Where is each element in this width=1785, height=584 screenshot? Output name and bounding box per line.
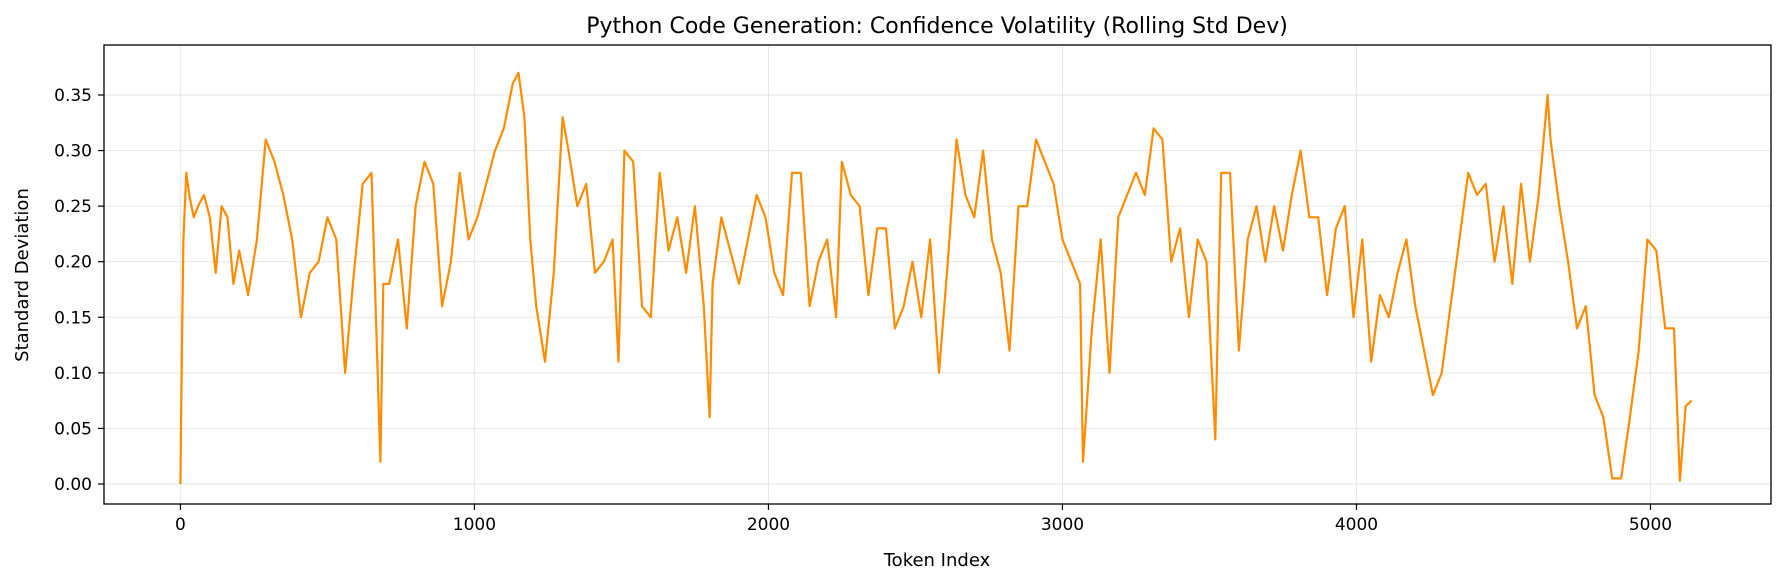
y-tick-label: 0.35: [54, 86, 92, 106]
x-axis-label: Token Index: [883, 550, 991, 571]
y-tick-label: 0.05: [54, 419, 92, 439]
y-tick-label: 0.20: [54, 253, 92, 273]
y-tick-label: 0.30: [54, 142, 92, 162]
series-line-0: [179, 71, 1693, 485]
x-tick-label: 5000: [1629, 515, 1672, 535]
y-tick-label: 0.10: [54, 364, 92, 384]
plot-area-frame: [103, 44, 1772, 505]
y-tick-label: 0.15: [54, 308, 92, 328]
x-tick-label: 0: [175, 515, 186, 535]
x-tick-label: 4000: [1335, 515, 1378, 535]
series-layer: [179, 71, 1693, 485]
y-axis-label: Standard Deviation: [12, 188, 33, 362]
axis-ticks: 0 1000 2000 3000 4000 5000 0.00 0.05 0.10 0.15 0.2…: [54, 86, 1672, 535]
chart-title: Python Code Generation: Confidence Volat…: [586, 14, 1288, 39]
x-tick-label: 2000: [747, 515, 790, 535]
x-tick-label: 3000: [1041, 515, 1084, 535]
y-tick-label: 0.00: [54, 475, 92, 495]
y-tick-label: 0.25: [54, 197, 92, 217]
x-tick-label: 1000: [453, 515, 496, 535]
